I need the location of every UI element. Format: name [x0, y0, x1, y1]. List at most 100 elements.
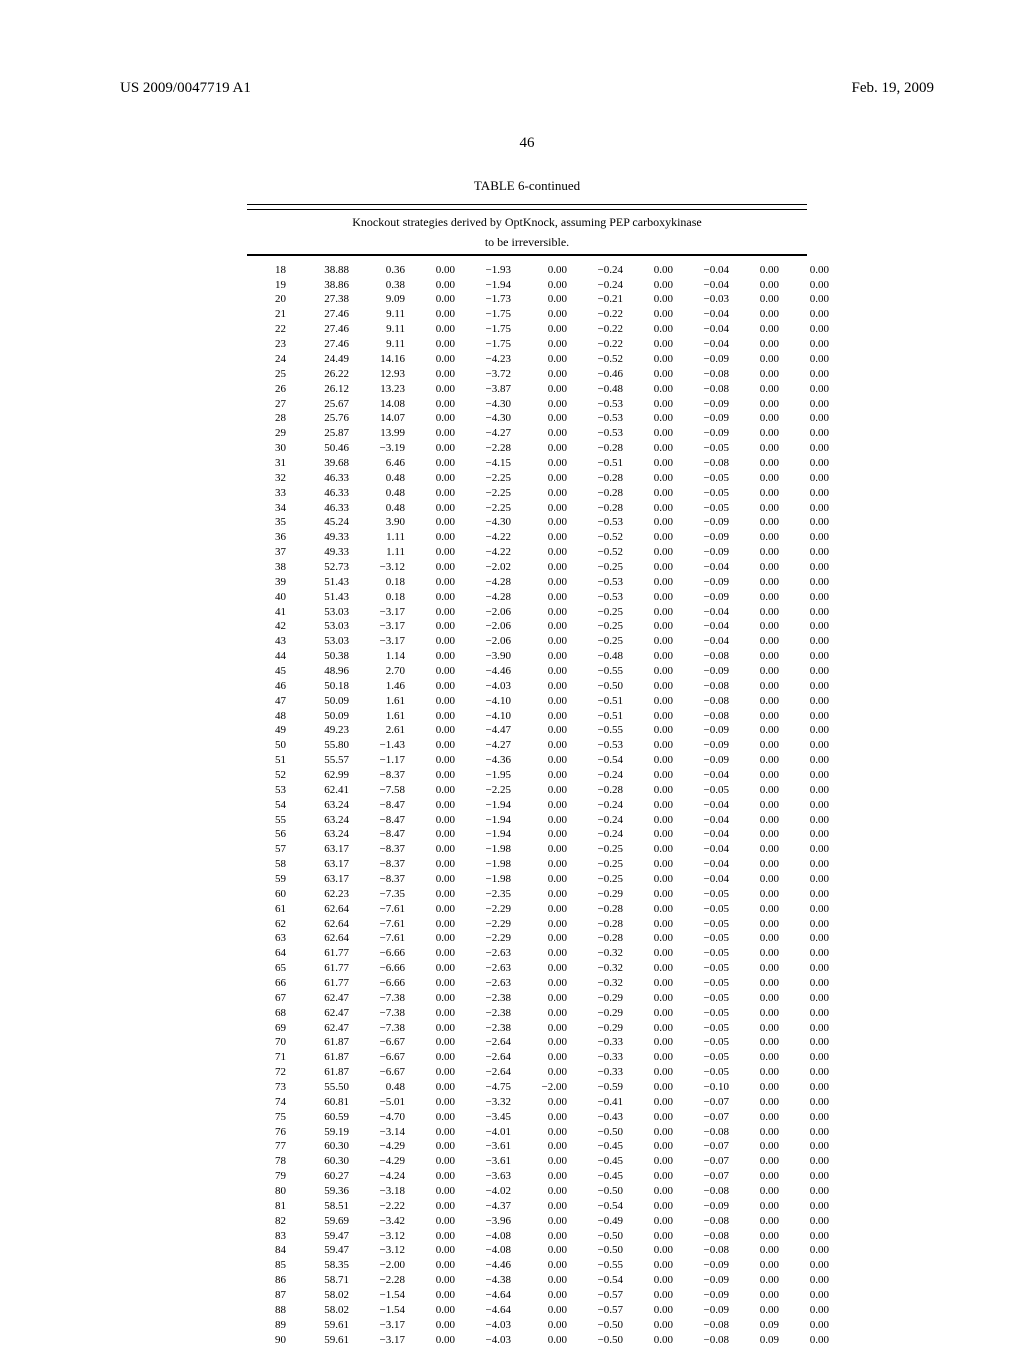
table-cell: 0.00	[626, 872, 676, 887]
table-cell: 0.00	[514, 352, 570, 367]
table-cell: −0.52	[570, 545, 626, 560]
table-cell: −3.17	[352, 604, 408, 619]
table-cell: 0.00	[408, 1124, 458, 1139]
table-cell: −4.10	[458, 693, 514, 708]
table-row: 6062.23−7.350.00−2.350.00−0.290.00−0.050…	[247, 886, 832, 901]
table-cell: 0.00	[408, 976, 458, 991]
table-cell: 36	[247, 530, 296, 545]
table-cell: 0.00	[408, 515, 458, 530]
table-cell: −3.61	[458, 1154, 514, 1169]
table-cell: −2.64	[458, 1050, 514, 1065]
table-cell: −4.30	[458, 396, 514, 411]
table-cell: 0.00	[782, 990, 832, 1005]
table-row: 5663.24−8.470.00−1.940.00−0.240.00−0.040…	[247, 827, 832, 842]
table-cell: 0.00	[626, 322, 676, 337]
table-cell: 0.00	[514, 441, 570, 456]
table-cell: −0.52	[570, 530, 626, 545]
table-cell: 0.00	[408, 545, 458, 560]
table-cell: 0.00	[514, 738, 570, 753]
table-cell: 0.00	[408, 352, 458, 367]
table-cell: 0.00	[782, 322, 832, 337]
table-cell: 0.00	[782, 545, 832, 560]
table-cell: 61.87	[296, 1050, 352, 1065]
table-row: 6262.64−7.610.00−2.290.00−0.280.00−0.050…	[247, 916, 832, 931]
table-cell: 0.00	[514, 396, 570, 411]
table-row: 3649.331.110.00−4.220.00−0.520.00−0.090.…	[247, 530, 832, 545]
table-cell: −8.37	[352, 872, 408, 887]
table-row: 7659.19−3.140.00−4.010.00−0.500.00−0.080…	[247, 1124, 832, 1139]
table-row: 3050.46−3.190.00−2.280.00−0.280.00−0.050…	[247, 441, 832, 456]
table-cell: 0.00	[782, 1154, 832, 1169]
table-cell: 0.00	[732, 426, 782, 441]
table-cell: 0.00	[514, 366, 570, 381]
table-row: 8858.02−1.540.00−4.640.00−0.570.00−0.090…	[247, 1303, 832, 1318]
table-cell: 0.00	[732, 708, 782, 723]
table-cell: 62.47	[296, 1020, 352, 1035]
table-cell: 0.00	[626, 1243, 676, 1258]
table-cell: −4.02	[458, 1184, 514, 1199]
table-cell: −0.45	[570, 1154, 626, 1169]
table-cell: −2.00	[352, 1258, 408, 1273]
table-cell: 0.00	[626, 441, 676, 456]
table-row: 1938.860.380.00−1.940.00−0.240.00−0.040.…	[247, 277, 832, 292]
table-cell: −7.61	[352, 931, 408, 946]
table-cell: 39	[247, 574, 296, 589]
table-cell: −0.04	[676, 604, 732, 619]
table-cell: 0.00	[514, 976, 570, 991]
table-cell: 0.00	[408, 916, 458, 931]
table-cell: 0.00	[408, 411, 458, 426]
table-cell: 0.00	[732, 768, 782, 783]
table-cell: 49	[247, 723, 296, 738]
table-cell: 0.00	[732, 515, 782, 530]
table-cell: −0.50	[570, 1243, 626, 1258]
table-cell: −8.47	[352, 797, 408, 812]
table-cell: −0.04	[676, 262, 732, 277]
table-cell: −0.07	[676, 1095, 732, 1110]
table-cell: 0.00	[732, 1109, 782, 1124]
table-cell: 0.00	[514, 337, 570, 352]
table-cell: −0.28	[570, 470, 626, 485]
table-cell: 0.09	[732, 1332, 782, 1347]
table-cell: 0.00	[626, 1332, 676, 1347]
table-row: 5262.99−8.370.00−1.950.00−0.240.00−0.040…	[247, 768, 832, 783]
table-cell: 0.00	[782, 560, 832, 575]
table-cell: −3.63	[458, 1169, 514, 1184]
table-cell: 0.00	[782, 901, 832, 916]
table-cell: 63.17	[296, 842, 352, 857]
table-cell: 0.00	[626, 1109, 676, 1124]
table-cell: 0.00	[626, 812, 676, 827]
table-cell: 0.00	[626, 381, 676, 396]
table-cell: −0.09	[676, 664, 732, 679]
table-cell: 0.00	[782, 886, 832, 901]
table-cell: 0.00	[732, 1035, 782, 1050]
table-cell: −0.05	[676, 976, 732, 991]
table-cell: 0.00	[514, 1005, 570, 1020]
table-cell: −0.32	[570, 946, 626, 961]
table-cell: −0.07	[676, 1154, 732, 1169]
table-row: 5863.17−8.370.00−1.980.00−0.250.00−0.040…	[247, 857, 832, 872]
table-cell: 62.23	[296, 886, 352, 901]
table-cell: −0.55	[570, 1258, 626, 1273]
table-row: 6461.77−6.660.00−2.630.00−0.320.00−0.050…	[247, 946, 832, 961]
table-cell: −3.17	[352, 634, 408, 649]
table-cell: 0.00	[626, 649, 676, 664]
table-cell: 25	[247, 366, 296, 381]
table-cell: −0.04	[676, 842, 732, 857]
table-cell: −2.02	[458, 560, 514, 575]
table-cell: −0.51	[570, 708, 626, 723]
table-cell: −1.93	[458, 262, 514, 277]
table-cell: 0.00	[408, 946, 458, 961]
table-cell: 59.61	[296, 1332, 352, 1347]
table-cell: 59.69	[296, 1213, 352, 1228]
table-cell: 0.00	[408, 589, 458, 604]
table-row: 7560.59−4.700.00−3.450.00−0.430.00−0.070…	[247, 1109, 832, 1124]
table-cell: −1.98	[458, 857, 514, 872]
table-cell: 0.00	[732, 901, 782, 916]
table-cell: 0.00	[626, 1050, 676, 1065]
table-row: 7760.30−4.290.00−3.610.00−0.450.00−0.070…	[247, 1139, 832, 1154]
table-cell: 0.00	[408, 441, 458, 456]
table-cell: 0.00	[408, 604, 458, 619]
table-cell: 0.00	[732, 1065, 782, 1080]
table-cell: 0.00	[514, 1243, 570, 1258]
table-cell: 48.96	[296, 664, 352, 679]
